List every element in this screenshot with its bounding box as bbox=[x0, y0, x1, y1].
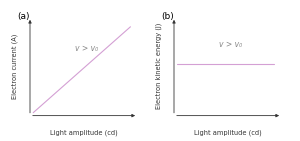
Text: Light amplitude (cd): Light amplitude (cd) bbox=[50, 129, 118, 136]
Text: Electron kinetic energy (J): Electron kinetic energy (J) bbox=[156, 23, 162, 109]
Text: (b): (b) bbox=[161, 12, 174, 21]
Text: (a): (a) bbox=[17, 12, 29, 21]
Text: Light amplitude (cd): Light amplitude (cd) bbox=[194, 129, 262, 136]
Text: v > v₀: v > v₀ bbox=[75, 44, 98, 53]
Text: v > v₀: v > v₀ bbox=[219, 39, 242, 49]
Text: Electron current (A): Electron current (A) bbox=[12, 34, 18, 99]
